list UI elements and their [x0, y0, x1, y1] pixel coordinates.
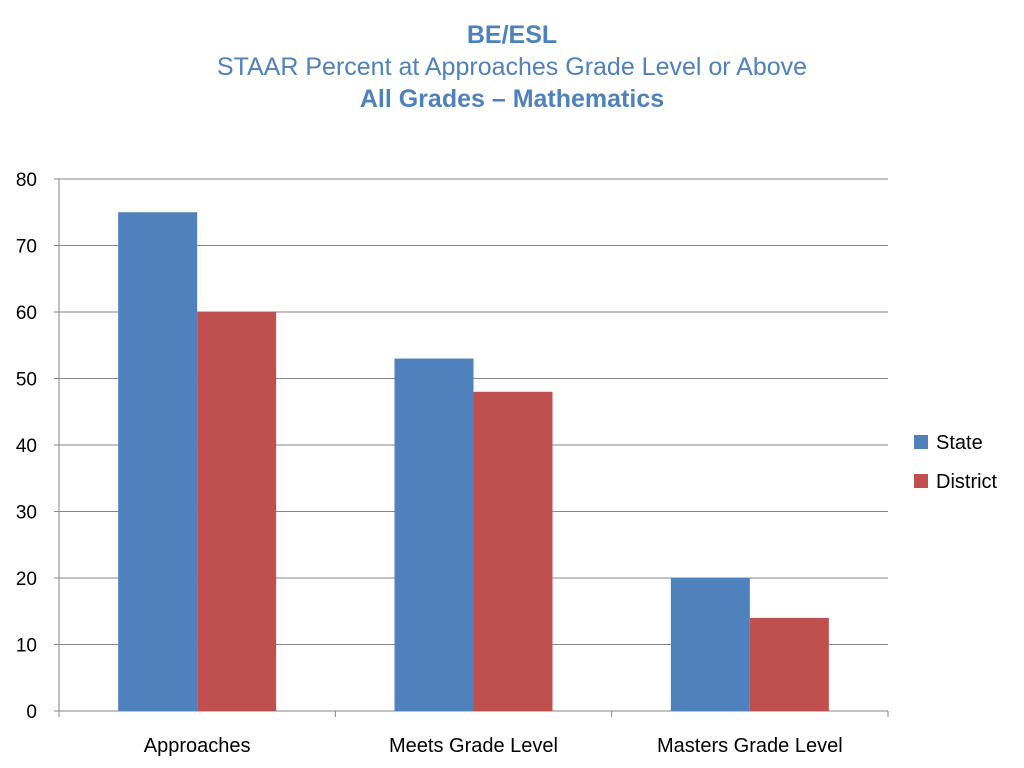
x-category-label: Meets Grade Level: [389, 735, 558, 757]
y-tick-label: 30: [16, 503, 37, 524]
y-tick-label: 10: [16, 636, 37, 657]
y-tick-label: 70: [16, 237, 37, 258]
y-tick-label: 0: [26, 702, 37, 723]
bar-state-1: [394, 358, 474, 711]
x-category-label: Approaches: [144, 735, 251, 757]
legend-label-state: State: [936, 432, 983, 454]
chart-title-line1: BE/ESL: [466, 21, 558, 49]
chart-title: BE/ESL STAAR Percent at Approaches Grade…: [0, 18, 1024, 116]
y-tick-label: 80: [16, 170, 37, 191]
chart-title-line3: All Grades – Mathematics: [359, 85, 665, 113]
x-category-label: Masters Grade Level: [657, 735, 843, 757]
y-tick-label: 20: [16, 569, 37, 590]
legend-swatch-state: [914, 435, 928, 449]
bar-district-2: [749, 617, 829, 711]
bar-state-0: [118, 212, 198, 711]
y-tick-label: 50: [16, 370, 37, 391]
legend-swatch-district: [914, 474, 928, 488]
bar-state-2: [670, 578, 750, 711]
legend-label-district: District: [936, 471, 998, 493]
chart-title-line2: STAAR Percent at Approaches Grade Level …: [216, 53, 808, 81]
bar-district-1: [473, 391, 553, 711]
y-tick-label: 40: [16, 436, 37, 457]
bar-district-0: [197, 312, 277, 711]
y-tick-label: 60: [16, 303, 37, 324]
